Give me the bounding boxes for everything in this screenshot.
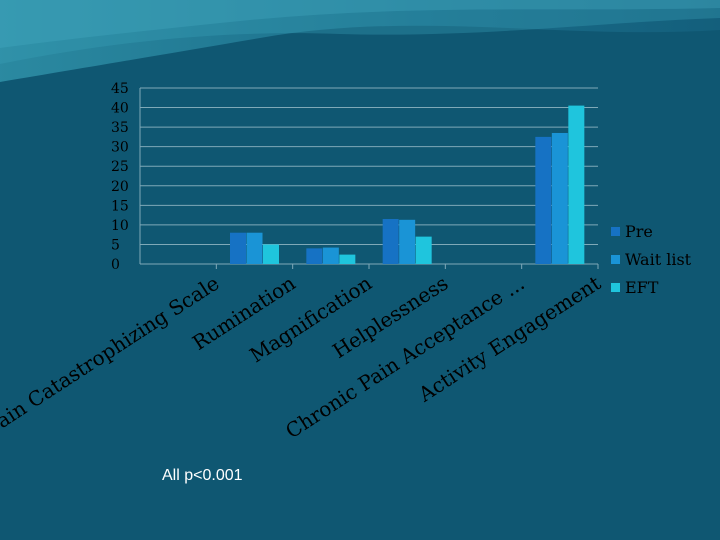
x-tick-label: Pain Catastrophizing Scale (0, 271, 223, 440)
bars (230, 105, 585, 264)
legend-swatch-eft (611, 283, 620, 292)
legend: Pre Wait list EFT (611, 222, 692, 297)
bar-eft (263, 244, 279, 264)
gridlines (139, 87, 599, 269)
bar-pre (306, 248, 323, 264)
legend-label: Wait list (625, 250, 692, 269)
bar-wait-list (322, 247, 339, 264)
y-tick-label: 15 (111, 198, 129, 214)
y-tick-label: 45 (111, 81, 129, 97)
bar-pre (382, 219, 399, 264)
y-tick-label: 35 (111, 120, 129, 136)
bar-pre (535, 136, 552, 264)
y-tick-label: 10 (111, 218, 129, 234)
slide-decoration (0, 0, 720, 82)
y-tick-label: 40 (111, 101, 129, 117)
y-tick-label: 20 (111, 179, 129, 195)
legend-swatch-pre (611, 227, 620, 236)
bar-wait-list (399, 219, 416, 264)
bar-wait-list (246, 232, 263, 264)
bar-eft (339, 254, 356, 264)
bar-wait-list (551, 132, 568, 264)
legend-label: EFT (625, 278, 659, 297)
significance-note: All p<0.001 (162, 467, 243, 484)
legend-label: Pre (625, 222, 653, 241)
x-axis-labels: Pain Catastrophizing ScaleRuminationMagn… (0, 271, 605, 443)
y-tick-label: 0 (111, 257, 120, 273)
y-axis-ticks: 0 5 10 15 20 25 30 35 40 45 (111, 81, 129, 273)
legend-swatch-wait-list (611, 255, 620, 264)
bar-pre (230, 232, 246, 264)
bar-eft (568, 105, 585, 264)
y-tick-label: 5 (111, 237, 120, 253)
bar-eft (415, 236, 432, 264)
y-tick-label: 25 (111, 159, 129, 175)
y-tick-label: 30 (111, 140, 129, 156)
